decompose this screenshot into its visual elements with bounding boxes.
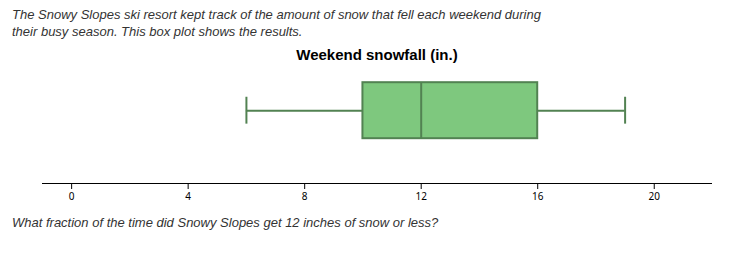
svg-text:4: 4: [185, 189, 191, 203]
svg-text:0: 0: [69, 189, 75, 203]
html-text:Weekend snowfall (in.): Weekend snowfall (in.): [296, 46, 458, 63]
html-text:What fraction of the time did: What fraction of the time did Snowy Slop…: [12, 215, 439, 230]
svg-text:12: 12: [415, 189, 427, 203]
html-text:The Snowy Slopes ski resort ke: The Snowy Slopes ski resort kept track o…: [12, 7, 541, 22]
svg-text:16: 16: [532, 189, 544, 203]
html-text:their busy season. This box pl: their busy season. This box plot shows t…: [12, 24, 303, 39]
svg-text:20: 20: [649, 189, 661, 203]
svg-text:8: 8: [302, 189, 308, 203]
